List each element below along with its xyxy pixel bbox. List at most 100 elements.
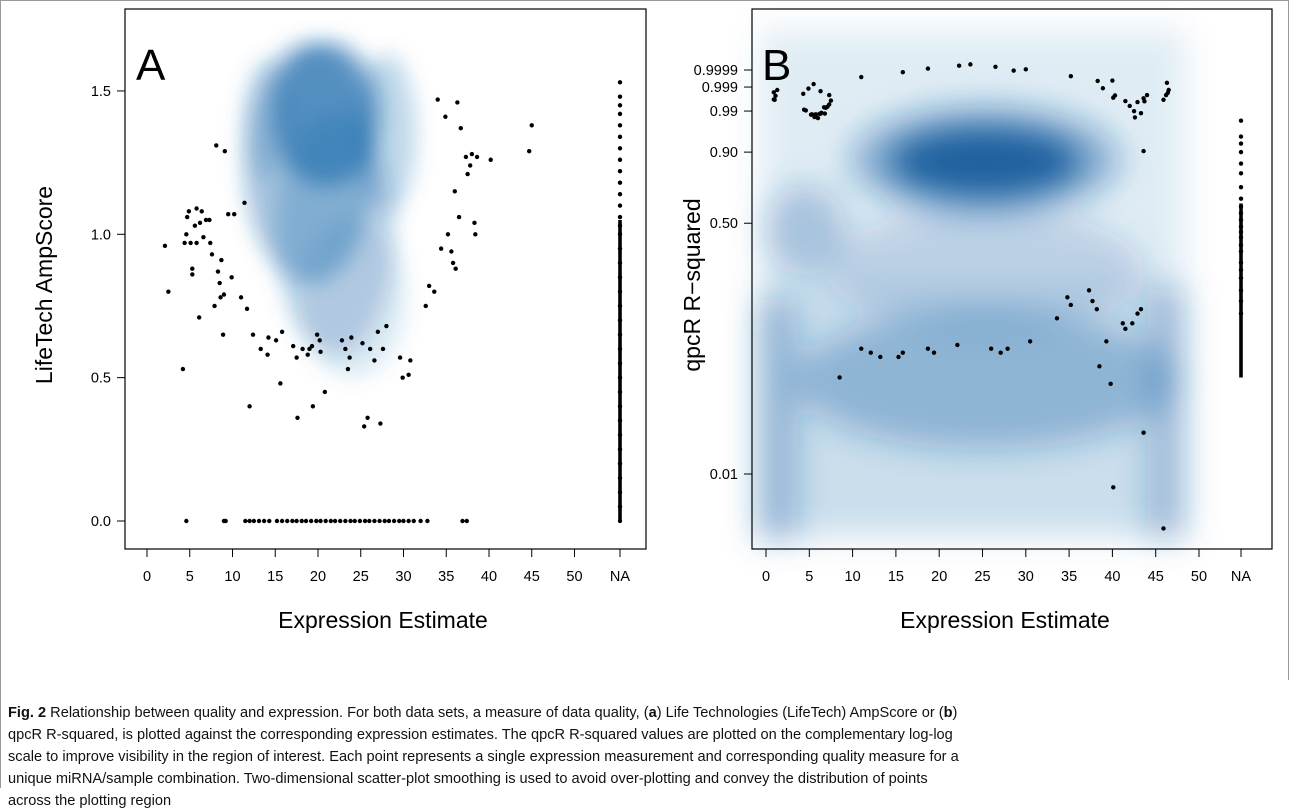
na-point — [617, 191, 623, 197]
data-point — [827, 92, 832, 98]
data-point — [384, 323, 389, 329]
data-point — [303, 518, 309, 524]
caption-text: Fig. 2 — [8, 705, 47, 721]
y-tick-label: 0.50 — [710, 216, 738, 232]
data-point — [229, 275, 234, 280]
data-point — [310, 404, 316, 409]
data-point — [372, 358, 377, 363]
data-point — [1094, 306, 1100, 312]
data-point — [1065, 295, 1070, 300]
data-point — [339, 338, 345, 343]
data-point — [438, 246, 444, 251]
panel-a-letter: A — [136, 41, 166, 90]
data-point — [194, 240, 199, 246]
data-point — [314, 518, 319, 524]
data-point — [526, 148, 532, 154]
data-point — [1104, 339, 1109, 344]
data-point — [1164, 80, 1170, 86]
data-point — [1123, 326, 1128, 332]
caption-text: across the plotting region — [8, 793, 172, 809]
data-point — [208, 240, 213, 246]
data-point — [1005, 346, 1010, 351]
data-point — [426, 283, 432, 289]
data-point — [1135, 311, 1140, 316]
y-tick-label: 0.99 — [710, 104, 738, 120]
data-point — [822, 111, 828, 116]
data-point — [251, 518, 257, 524]
x-tick-label: 20 — [931, 569, 947, 585]
data-point — [391, 518, 397, 524]
data-point — [900, 70, 906, 75]
data-point — [294, 518, 299, 524]
data-point — [220, 332, 226, 337]
data-point — [221, 292, 227, 297]
data-point — [295, 415, 300, 420]
data-point — [290, 518, 295, 524]
data-point — [317, 338, 322, 343]
caption-text: ) Life Technologies (LifeTech) AmpScore … — [656, 705, 944, 721]
data-point — [859, 346, 864, 351]
y-tick-label: 1.5 — [91, 84, 111, 100]
data-point — [322, 389, 328, 395]
data-point — [931, 350, 937, 355]
data-point — [423, 303, 428, 309]
data-point — [453, 266, 458, 271]
y-tick-label: 0.9999 — [694, 63, 738, 79]
data-point — [182, 240, 187, 246]
data-point — [180, 366, 186, 372]
data-point — [488, 157, 493, 162]
x-tick-label: 15 — [267, 569, 283, 585]
x-tick-label: 5 — [805, 569, 813, 585]
data-point — [365, 415, 370, 420]
data-point — [345, 366, 351, 372]
data-point — [219, 257, 224, 263]
data-point — [1097, 364, 1102, 369]
data-point — [1011, 68, 1016, 73]
data-point — [308, 518, 314, 524]
data-point — [418, 518, 423, 524]
data-point — [244, 306, 250, 312]
data-point — [247, 518, 252, 524]
data-point — [218, 295, 223, 300]
data-point — [367, 346, 373, 352]
data-point — [1127, 103, 1132, 109]
data-point — [294, 355, 299, 360]
na-point — [1238, 185, 1244, 190]
data-point — [274, 518, 280, 524]
data-point — [279, 518, 285, 524]
density-blob — [242, 59, 291, 180]
na-point — [1238, 196, 1244, 201]
density-blob — [825, 210, 1145, 330]
data-point — [814, 112, 819, 117]
data-point — [474, 154, 480, 160]
data-point — [1131, 108, 1137, 114]
data-point — [361, 424, 367, 429]
data-point — [360, 341, 365, 346]
data-point — [184, 232, 189, 237]
data-point — [285, 518, 290, 524]
na-point — [617, 157, 623, 162]
caption-text: a — [648, 705, 657, 721]
data-point — [968, 62, 973, 67]
data-point — [217, 280, 222, 286]
figure-frame-left — [0, 0, 1, 788]
data-point — [343, 518, 348, 524]
na-point — [617, 169, 623, 174]
data-point — [309, 343, 315, 349]
data-point — [988, 346, 994, 351]
y-tick-label: 0.90 — [710, 145, 738, 161]
data-point — [1138, 306, 1144, 312]
data-point — [458, 126, 463, 131]
data-point — [411, 518, 416, 524]
data-point — [184, 518, 189, 524]
data-point — [464, 518, 469, 524]
data-point — [803, 108, 809, 113]
na-point — [1238, 171, 1244, 176]
panel-b-x-axis: 0 5 10 15 20 25 30 35 40 45 50 NA — [762, 549, 1251, 585]
data-point — [273, 338, 279, 343]
panel-b-y-label: qpcR R−squared — [679, 198, 705, 371]
data-point — [406, 372, 411, 377]
x-tick-label: 10 — [845, 569, 861, 585]
data-point — [323, 518, 328, 524]
data-point — [1166, 87, 1171, 93]
